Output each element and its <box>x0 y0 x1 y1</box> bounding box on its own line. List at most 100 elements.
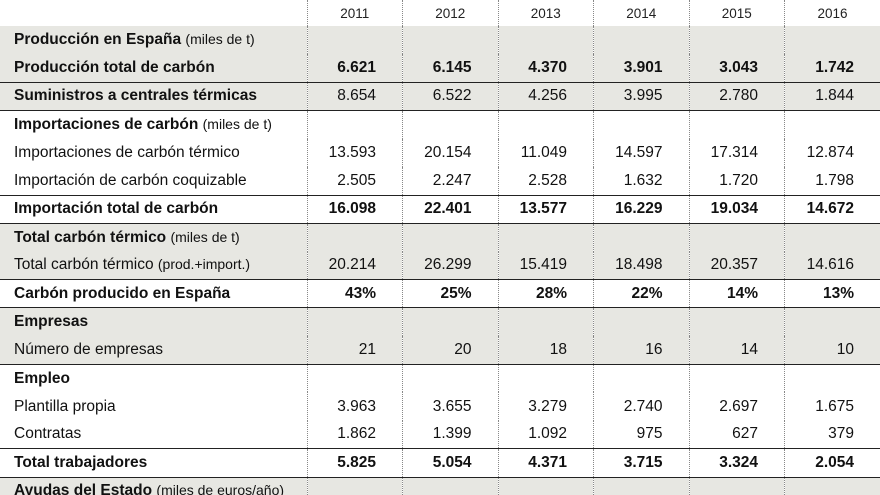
empty-cell <box>593 223 689 252</box>
value-cell-2014: 14.597 <box>593 138 689 167</box>
value-cell-2011: 8.654 <box>306 82 403 112</box>
row-label: Número de empresas <box>0 336 307 365</box>
section-title: Empleo <box>0 364 307 392</box>
table-row: Importaciones de carbón térmico 13.593 20.… <box>0 138 880 167</box>
empty-cell <box>688 307 785 337</box>
value-cell-2015: 20.357 <box>688 251 785 281</box>
value-cell-2015: 627 <box>688 420 785 450</box>
value-cell-2012: 2.247 <box>402 166 498 196</box>
empty-cell <box>688 26 785 55</box>
row-label: Producción total de carbón <box>0 54 307 83</box>
row-label-text: Importación total de carbón <box>14 200 219 218</box>
section-header-row: Total carbón térmico (miles de t) <box>0 223 880 252</box>
value-cell-2012: 20.154 <box>402 138 498 167</box>
year-header-2016: 2016 <box>784 0 880 26</box>
value-cell-2011: 5.825 <box>306 448 403 478</box>
year-header-row: 2011 2012 2013 2014 2015 2016 <box>0 0 880 26</box>
value-cell-2011: 20.214 <box>306 251 403 281</box>
value-cell-2015: 2.780 <box>688 82 785 112</box>
value-cell-2012: 6.145 <box>402 54 498 83</box>
empty-cell <box>497 110 594 139</box>
row-label-text: Plantilla propia <box>14 397 116 415</box>
value-cell-2014: 2.740 <box>593 392 689 421</box>
empty-cell <box>784 364 880 393</box>
value-cell-2016: 2.054 <box>784 448 880 478</box>
row-label-text: Producción total de carbón <box>14 59 215 77</box>
table-row: Importación total de carbón 16.098 22.401 1… <box>0 195 880 224</box>
year-header-2013: 2013 <box>497 0 594 26</box>
row-label-text: Número de empresas <box>14 340 164 358</box>
value-cell-2011: 21 <box>306 336 403 365</box>
value-cell-2015: 14% <box>688 279 785 309</box>
value-cell-2015: 2.697 <box>688 392 785 421</box>
table-row: Carbón producido en España 43% 25% 28% 22% 14… <box>0 279 880 309</box>
empty-cell <box>593 364 689 393</box>
row-unit: (miles de t) <box>185 31 255 48</box>
row-label-text: Carbón producido en España <box>14 284 231 302</box>
empty-cell <box>497 364 594 393</box>
row-label: Carbón producido en España <box>0 279 307 309</box>
section-title: Producción en España (miles de t) <box>0 26 307 55</box>
value-cell-2014: 3.715 <box>593 448 689 478</box>
value-cell-2016: 1.798 <box>784 166 880 196</box>
value-cell-2013: 4.370 <box>497 54 594 83</box>
value-cell-2013: 18 <box>497 336 594 365</box>
value-cell-2016: 14.672 <box>784 195 880 224</box>
value-cell-2013: 1.092 <box>497 420 594 450</box>
section-title: Importaciones de carbón (miles de t) <box>0 111 307 139</box>
value-cell-2013: 11.049 <box>497 138 594 167</box>
value-cell-2013: 15.419 <box>497 251 594 281</box>
empty-cell <box>306 26 403 55</box>
value-cell-2014: 3.995 <box>593 82 689 112</box>
row-label-text: Suministros a centrales térmicas <box>14 87 257 105</box>
section-header-row: Empresas <box>0 307 880 337</box>
row-label: Importaciones de carbón térmico <box>0 139 307 167</box>
empty-cell <box>497 223 594 252</box>
row-label-text: Total trabajadores <box>14 453 148 471</box>
value-cell-2011: 13.593 <box>306 138 403 167</box>
empty-cell <box>402 477 498 495</box>
table-row: Total carbón térmico (prod.+import.) 20.2… <box>0 251 880 281</box>
value-cell-2014: 3.901 <box>593 54 689 83</box>
empty-cell <box>402 364 498 393</box>
empty-cell <box>306 223 403 252</box>
value-cell-2011: 2.505 <box>306 166 403 196</box>
row-label: Total carbón térmico (prod.+import.) <box>0 251 307 281</box>
value-cell-2015: 14 <box>688 336 785 365</box>
empty-cell <box>688 223 785 252</box>
value-cell-2012: 3.655 <box>402 392 498 421</box>
value-cell-2012: 25% <box>402 279 498 309</box>
row-unit: (miles de t) <box>170 228 240 245</box>
empty-cell <box>497 26 594 55</box>
section-title: Empresas <box>0 307 307 337</box>
empty-cell <box>593 26 689 55</box>
table-row: Producción total de carbón 6.621 6.145 4.37… <box>0 54 880 83</box>
section-header-row: Empleo <box>0 364 880 393</box>
value-cell-2015: 3.043 <box>688 54 785 83</box>
empty-cell <box>306 477 403 495</box>
value-cell-2014: 16.229 <box>593 195 689 224</box>
empty-cell <box>593 110 689 139</box>
value-cell-2013: 3.279 <box>497 392 594 421</box>
value-cell-2014: 975 <box>593 420 689 450</box>
value-cell-2015: 19.034 <box>688 195 785 224</box>
value-cell-2014: 16 <box>593 336 689 365</box>
row-label-text: Importación de carbón coquizable <box>14 171 247 189</box>
value-cell-2013: 4.371 <box>497 448 594 478</box>
value-cell-2012: 6.522 <box>402 82 498 112</box>
empty-cell <box>402 307 498 337</box>
year-header-2014: 2014 <box>593 0 689 26</box>
row-label-text: Contratas <box>14 425 82 443</box>
value-cell-2016: 1.844 <box>784 82 880 112</box>
empty-cell <box>688 477 785 495</box>
row-label-text: Producción en España <box>14 31 182 49</box>
empty-cell <box>784 110 880 139</box>
row-label-text: Empresas <box>14 313 89 331</box>
table-row: Contratas 1.862 1.399 1.092 975 627 379 <box>0 420 880 450</box>
value-cell-2013: 2.528 <box>497 166 594 196</box>
value-cell-2014: 18.498 <box>593 251 689 281</box>
value-cell-2012: 1.399 <box>402 420 498 450</box>
value-cell-2016: 1.675 <box>784 392 880 421</box>
